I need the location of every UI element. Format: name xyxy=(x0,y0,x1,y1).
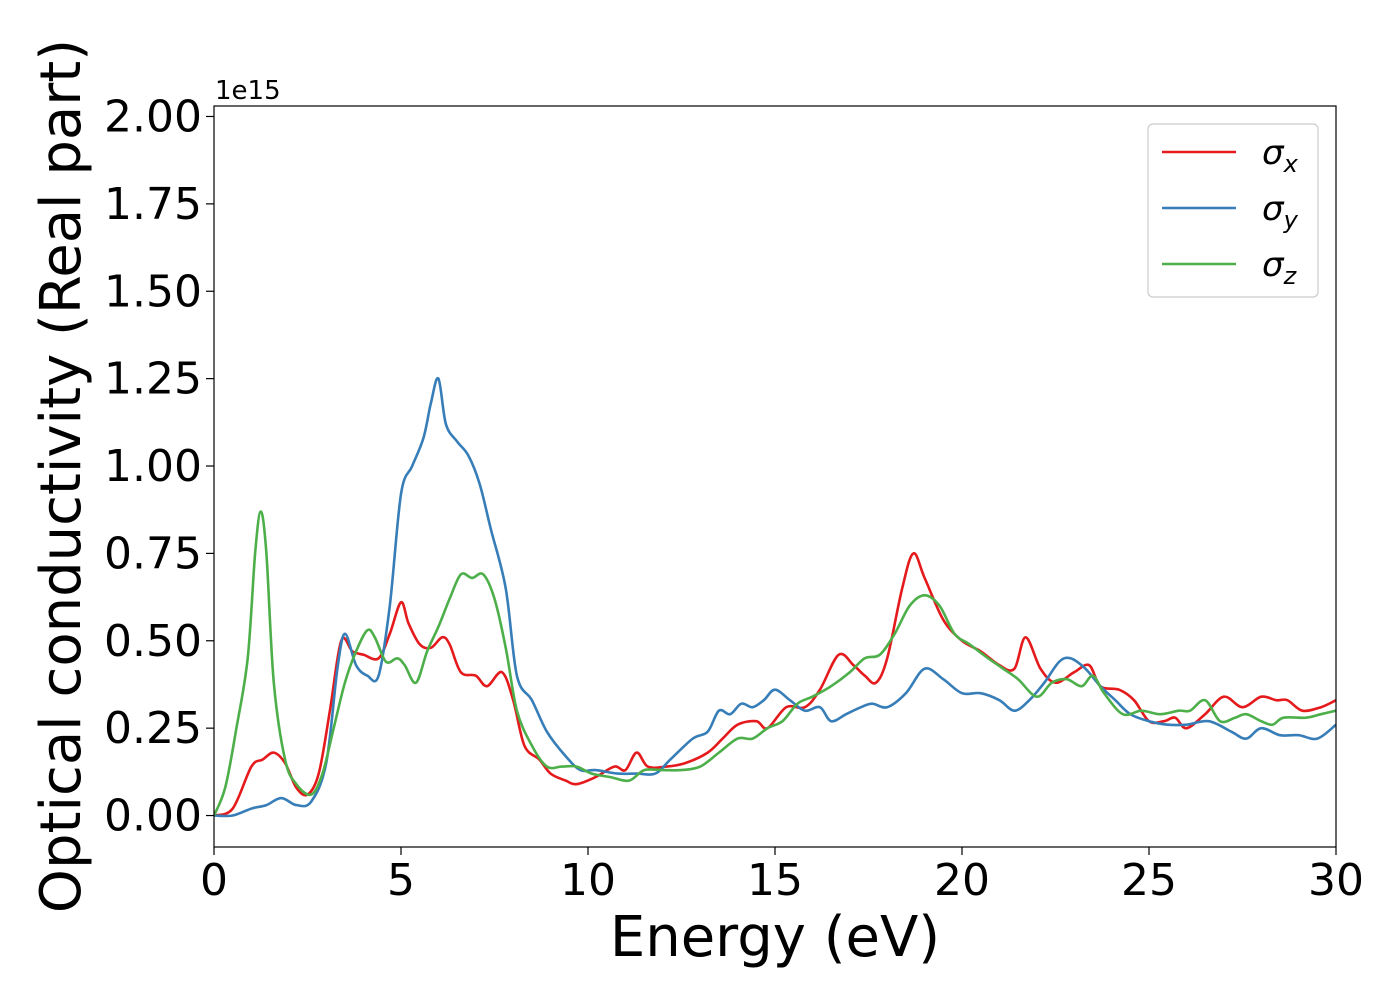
series-layer xyxy=(214,376,1336,818)
x-axis: 0 5 10 15 20 25 30 xyxy=(200,847,1364,906)
y-tick-label: 2.00 xyxy=(104,91,202,142)
y-tick-label: 0.50 xyxy=(104,616,202,667)
y-tick-label: 1.00 xyxy=(104,441,202,492)
y-axis: 0.00 0.25 0.50 0.75 1.00 1.25 1.50 1.75 2.00 xyxy=(104,91,214,842)
series-line-sigma-x xyxy=(214,552,1336,817)
y-axis-label: Optical conductivity (Real part) xyxy=(29,39,94,913)
x-tick-label: 25 xyxy=(1121,855,1177,906)
x-tick-label: 15 xyxy=(747,855,803,906)
y-tick-label: 0.00 xyxy=(104,791,202,842)
y-tick-label: 1.25 xyxy=(104,354,202,405)
x-tick-label: 0 xyxy=(200,855,228,906)
y-tick-label: 1.50 xyxy=(104,266,202,317)
y-tick-label: 0.25 xyxy=(104,703,202,754)
x-tick-label: 10 xyxy=(560,855,616,906)
x-tick-label: 20 xyxy=(934,855,990,906)
x-tick-label: 5 xyxy=(387,855,415,906)
y-tick-label: 1.75 xyxy=(104,179,202,230)
series-line-sigma-z xyxy=(214,510,1336,817)
x-tick-label: 30 xyxy=(1308,855,1364,906)
legend-label-sigma-z: σz xyxy=(1262,245,1298,290)
series-line-sigma-y xyxy=(214,376,1336,818)
y-offset-text: 1e15 xyxy=(215,76,281,106)
x-axis-label: Energy (eV) xyxy=(610,905,940,970)
y-tick-label: 0.75 xyxy=(104,528,202,579)
legend-box xyxy=(1147,123,1319,298)
